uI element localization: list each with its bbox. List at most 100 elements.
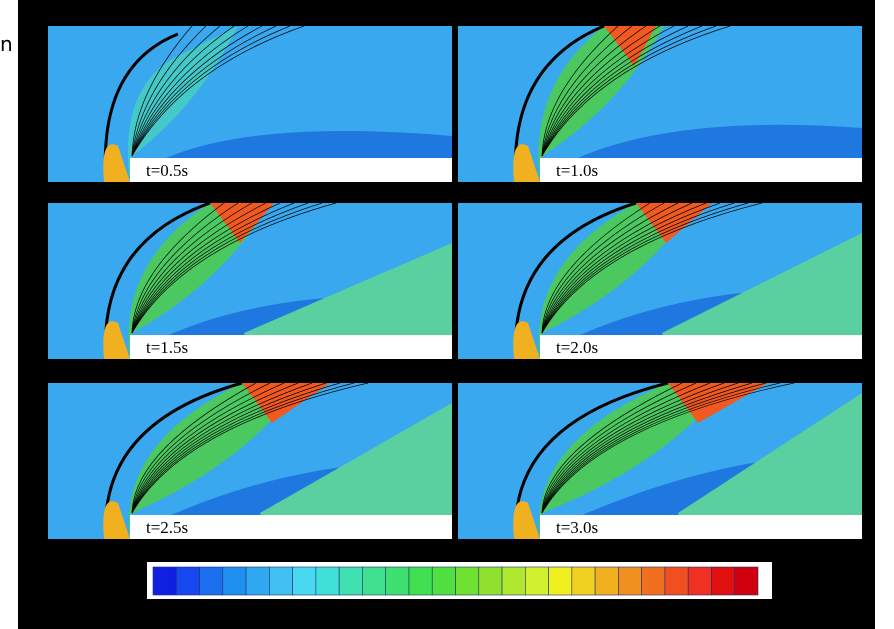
- colorbar-cell: [385, 566, 410, 596]
- contour-line: [541, 26, 689, 157]
- contour-line: [131, 203, 295, 334]
- region: [103, 501, 130, 539]
- contour-line: [541, 383, 781, 514]
- contour-line: [131, 203, 267, 334]
- contour-line: [131, 383, 313, 514]
- region: [678, 393, 862, 539]
- contour-panel: t=2.0s: [458, 203, 862, 359]
- panel-body: t=3.0s: [458, 383, 862, 539]
- contour-line: [131, 26, 193, 157]
- colorbar-cell: [408, 566, 433, 596]
- colorbar-cell: [734, 566, 759, 596]
- contour-line: [541, 383, 739, 514]
- panel-body: t=1.5s: [48, 203, 452, 359]
- contour-line: [131, 26, 305, 157]
- panel-label: t=0.5s: [146, 161, 188, 180]
- panel-label: t=3.0s: [556, 518, 598, 537]
- contour-line: [131, 203, 281, 334]
- contour-line: [131, 383, 257, 514]
- panel-body: t=1.0s: [458, 26, 862, 182]
- colorbar-cell: [525, 566, 549, 596]
- colorbar-cell: [431, 566, 456, 596]
- colorbar-cell: [478, 566, 503, 596]
- region: [604, 26, 656, 66]
- region: [668, 383, 768, 423]
- contour-line: [541, 26, 633, 157]
- contour-line: [541, 383, 767, 514]
- contour-line: [541, 383, 697, 514]
- label-box: [130, 515, 452, 539]
- colorbar-cell: [152, 566, 177, 596]
- contour-line: [131, 383, 271, 514]
- region: [210, 203, 274, 243]
- colorbar-cell: [315, 566, 340, 596]
- contour-line: [131, 383, 327, 514]
- contour-line: [541, 203, 749, 334]
- region: [513, 321, 540, 359]
- contour-line: [541, 203, 707, 334]
- colorbar-cell: [362, 566, 386, 596]
- contour-panel: t=0.5s: [48, 26, 452, 182]
- text-fragment: n: [0, 32, 13, 56]
- colorbar-cell: [292, 566, 317, 596]
- contour-line: [541, 383, 725, 514]
- contour-line: [131, 383, 355, 514]
- contour-line: [541, 203, 721, 334]
- contour-line: [131, 203, 225, 334]
- region: [103, 321, 130, 359]
- contour-line: [131, 203, 337, 334]
- contour-line: [541, 203, 735, 334]
- contour-line: [541, 383, 711, 514]
- region: [244, 243, 452, 359]
- contour-line: [541, 26, 717, 157]
- colorbar-cell: [594, 566, 619, 596]
- colorbar-cell: [571, 566, 596, 596]
- region: [260, 403, 452, 539]
- region: [662, 233, 862, 359]
- contour-line: [541, 26, 661, 157]
- colorbar-cell: [222, 566, 247, 596]
- colorbar-cell: [338, 566, 363, 596]
- panel-label: t=1.0s: [556, 161, 598, 180]
- colorbar-cell: [548, 566, 573, 596]
- contour-line: [131, 383, 341, 514]
- colorbar-cell: [269, 566, 293, 596]
- contour-panel: t=2.5s: [48, 383, 452, 539]
- contour-line: [541, 203, 763, 334]
- contour-line: [541, 26, 703, 157]
- label-box: [540, 335, 862, 359]
- contour-line: [131, 26, 235, 157]
- colorbar-cell: [175, 566, 200, 596]
- contour-line: [131, 26, 263, 157]
- region: [539, 383, 728, 539]
- colorbar-cell: [641, 566, 666, 596]
- region: [513, 501, 540, 539]
- contour-line: [131, 203, 323, 334]
- colorbar-cell: [455, 566, 480, 596]
- region: [103, 144, 130, 182]
- contour-line: [541, 383, 795, 514]
- contour-line: [131, 383, 369, 514]
- colorbar-cell: [199, 566, 224, 596]
- contour-line: [541, 383, 753, 514]
- label-box: [540, 515, 862, 539]
- colorbar-cell: [245, 566, 270, 596]
- contour-line: [131, 26, 291, 157]
- contour-line: [541, 203, 693, 334]
- label-box: [130, 335, 452, 359]
- colorbar-cell: [618, 566, 642, 596]
- panel-body: t=0.5s: [48, 26, 452, 182]
- colorbar-cell: [687, 566, 712, 596]
- contour-panel: t=1.5s: [48, 203, 452, 359]
- contour-line: [131, 383, 285, 514]
- contour-line: [541, 26, 675, 157]
- contour-line: [541, 26, 731, 157]
- region: [538, 203, 696, 359]
- colorbar-cell: [664, 566, 689, 596]
- contour-line: [541, 203, 651, 334]
- region: [128, 383, 302, 539]
- region: [128, 26, 238, 182]
- contour-panel: t=1.0s: [458, 26, 862, 182]
